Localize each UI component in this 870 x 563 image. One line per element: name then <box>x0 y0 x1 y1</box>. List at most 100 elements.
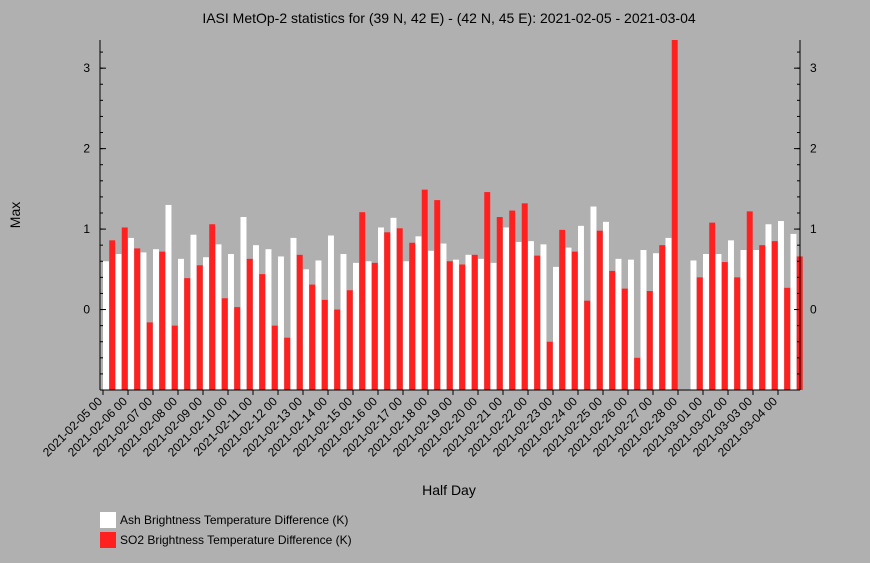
so2-bar-22 <box>384 232 391 390</box>
ash-bar-53 <box>765 224 772 390</box>
so2-bar-27 <box>446 261 453 390</box>
so2-bar-13 <box>271 325 278 390</box>
ash-bar-18 <box>328 235 334 390</box>
ash-bar-37 <box>565 247 572 390</box>
y-tick-label-left: 3 <box>83 61 90 75</box>
ash-bar-23 <box>390 217 397 390</box>
ash-bar-42 <box>628 259 634 390</box>
so2-bar-16 <box>309 284 316 390</box>
so2-bar-4 <box>159 251 166 390</box>
so2-bar-32 <box>509 210 516 390</box>
ash-bar-21 <box>365 261 372 390</box>
ash-bar-8 <box>203 257 209 390</box>
ash-bar-44 <box>653 253 659 390</box>
so2-bar-39 <box>596 230 603 390</box>
so2-bar-34 <box>534 255 541 390</box>
y-axis-label: Max <box>7 202 23 228</box>
ash-bar-55 <box>790 233 797 390</box>
so2-bar-18 <box>334 309 341 390</box>
ash-bar-19 <box>340 254 347 390</box>
so2-bar-49 <box>721 262 728 390</box>
ash-bar-17 <box>315 260 322 390</box>
so2-bar-2 <box>134 248 141 390</box>
ash-bar-32 <box>503 227 509 390</box>
so2-bar-30 <box>484 192 491 390</box>
y-tick-label-left: 2 <box>83 142 90 156</box>
so2-bar-6 <box>184 278 191 390</box>
ash-bar-30 <box>478 258 484 390</box>
legend-label-so2: SO2 Brightness Temperature Difference (K… <box>120 533 352 547</box>
ash-bar-16 <box>303 269 309 390</box>
legend-label-ash: Ash Brightness Temperature Difference (K… <box>120 513 349 527</box>
so2-bar-33 <box>521 203 528 390</box>
ash-bar-48 <box>703 254 709 390</box>
y-tick-label-right: 3 <box>810 61 817 75</box>
ash-bar-40 <box>603 221 609 390</box>
ash-bar-25 <box>415 236 422 390</box>
so2-bar-12 <box>259 274 266 390</box>
legend-item-so2: SO2 Brightness Temperature Difference (K… <box>100 532 352 548</box>
ash-bar-49 <box>715 254 722 390</box>
so2-bar-35 <box>546 341 553 390</box>
so2-bar-23 <box>396 228 403 390</box>
ash-bar-38 <box>578 225 584 390</box>
ash-bar-24 <box>403 261 409 390</box>
x-axis-label: Half Day <box>422 482 476 498</box>
so2-bar-1 <box>121 227 128 390</box>
ash-bar-14 <box>278 256 284 390</box>
so2-bar-3 <box>146 322 153 390</box>
ash-bar-6 <box>178 258 184 390</box>
so2-bar-15 <box>296 254 303 390</box>
ash-bar-54 <box>778 221 784 390</box>
bars-layer <box>103 40 803 390</box>
ash-bar-12 <box>253 245 259 390</box>
so2-bar-21 <box>371 262 378 390</box>
ash-bar-47 <box>690 260 697 390</box>
ash-bar-26 <box>428 250 434 390</box>
ash-bar-51 <box>740 250 747 390</box>
so2-bar-48 <box>709 222 716 390</box>
ash-bar-34 <box>528 241 534 390</box>
ash-bar-36 <box>553 266 559 390</box>
so2-bar-29 <box>471 254 478 390</box>
so2-bar-8 <box>209 224 216 390</box>
so2-bar-41 <box>621 288 628 390</box>
ash-bar-10 <box>228 254 234 390</box>
ash-bar-9 <box>215 244 222 390</box>
so2-bar-19 <box>346 290 353 390</box>
so2-bar-31 <box>496 217 503 390</box>
legend-item-ash: Ash Brightness Temperature Difference (K… <box>100 512 348 528</box>
so2-bar-38 <box>584 300 591 390</box>
so2-bar-5 <box>171 325 178 390</box>
ash-bar-35 <box>540 244 547 390</box>
y-tick-label-left: 0 <box>83 303 90 317</box>
so2-bar-24 <box>409 242 416 390</box>
ash-bar-28 <box>453 259 459 390</box>
ash-bar-29 <box>465 254 472 390</box>
ash-bar-41 <box>615 258 622 390</box>
so2-bar-51 <box>746 211 753 390</box>
so2-bar-37 <box>571 251 578 390</box>
ash-bar-45 <box>665 237 672 390</box>
so2-bar-0 <box>109 240 116 390</box>
so2-bar-11 <box>246 258 253 390</box>
ash-bar-20 <box>353 262 359 390</box>
legend-swatch-so2 <box>100 532 116 548</box>
chart-title: IASI MetOp-2 statistics for (39 N, 42 E)… <box>202 10 696 26</box>
legend-swatch-ash <box>100 512 116 528</box>
so2-bar-47 <box>696 277 703 390</box>
so2-bar-17 <box>321 299 328 390</box>
so2-bar-43 <box>646 291 653 390</box>
y-tick-label-left: 1 <box>83 222 90 236</box>
so2-bar-10 <box>234 307 241 390</box>
so2-bar-42 <box>634 357 641 390</box>
so2-bar-26 <box>434 200 441 390</box>
so2-bar-40 <box>609 270 616 390</box>
ash-bar-4 <box>153 249 159 390</box>
ash-bar-11 <box>240 217 247 390</box>
ash-bar-22 <box>378 227 384 390</box>
ash-bar-33 <box>515 241 522 390</box>
so2-bar-20 <box>359 212 366 390</box>
ash-bar-5 <box>165 204 172 390</box>
y-tick-label-right: 2 <box>810 142 817 156</box>
